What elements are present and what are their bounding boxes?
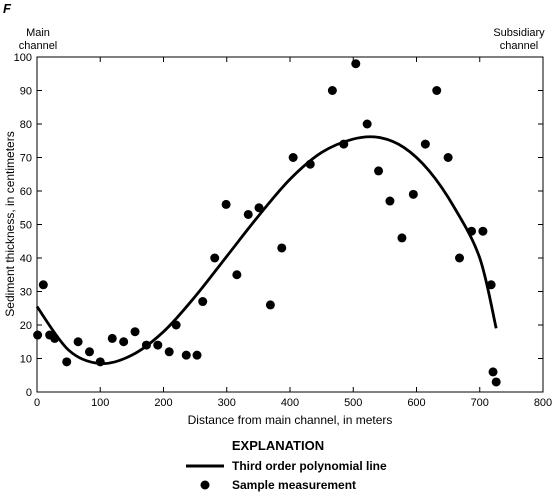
x-tick-label: 300 <box>218 397 236 409</box>
y-tick-label: 50 <box>20 220 32 232</box>
sample-point <box>443 153 453 162</box>
x-tick-label: 600 <box>407 397 425 409</box>
sample-point <box>385 196 395 206</box>
sample-point <box>265 300 275 310</box>
sample-point <box>467 226 477 236</box>
y-tick-label: 0 <box>26 387 32 399</box>
subsidiary-channel-annotation-line2: channel <box>500 40 539 52</box>
x-tick-label: 0 <box>34 397 40 409</box>
sample-point <box>119 337 129 347</box>
sample-point <box>254 203 264 213</box>
sample-point <box>397 233 407 243</box>
sample-point <box>243 209 253 219</box>
sample-point <box>305 159 315 169</box>
legend-marker-swatch <box>200 480 210 490</box>
y-tick-label: 30 <box>20 287 32 299</box>
x-tick-label: 200 <box>154 397 172 409</box>
sample-point <box>420 139 430 149</box>
sample-point <box>50 333 60 343</box>
sample-point <box>374 166 384 176</box>
y-tick-label: 70 <box>20 153 32 165</box>
y-tick-label: 90 <box>20 86 32 98</box>
sample-point <box>221 199 231 209</box>
sample-point <box>171 320 181 330</box>
sample-point <box>478 226 488 236</box>
x-tick-label: 500 <box>344 397 362 409</box>
sample-point <box>432 86 442 95</box>
sample-point <box>327 86 337 95</box>
x-tick-label: 800 <box>534 397 552 409</box>
sample-point <box>164 347 174 357</box>
sample-points <box>33 59 501 387</box>
sample-point <box>488 367 498 377</box>
axes: 0 100 200 300 400 500 600 700 800 0 10 20 30 40 50 60 70… <box>14 52 553 409</box>
sample-point <box>33 330 43 340</box>
y-tick-label: 60 <box>20 186 32 198</box>
sample-point <box>210 253 220 263</box>
x-axis-label: Distance from main channel, in meters <box>188 413 393 427</box>
main-channel-annotation-line2: channel <box>19 40 58 52</box>
main-channel-annotation-line1: Main <box>26 27 50 39</box>
sample-point <box>339 139 349 149</box>
x-tick-label: 100 <box>91 397 109 409</box>
sample-point <box>192 350 202 360</box>
y-axis-label: Sediment thickness, in centimeters <box>3 131 17 316</box>
sample-point <box>73 337 83 347</box>
sample-point <box>130 327 140 337</box>
sample-point <box>181 350 191 360</box>
sample-point <box>198 297 208 307</box>
y-tick-label: 20 <box>20 320 32 332</box>
subsidiary-channel-annotation-line1: Subsidiary <box>493 27 545 39</box>
sample-point <box>408 189 418 199</box>
polynomial-curve <box>35 135 498 366</box>
sample-point <box>277 243 287 253</box>
sample-point <box>351 59 361 69</box>
sample-point <box>62 357 72 367</box>
sample-point <box>362 119 372 129</box>
x-tick-label: 400 <box>281 397 299 409</box>
y-tick-label: 100 <box>14 52 32 64</box>
sample-point <box>153 340 163 350</box>
legend-line-label: Third order polynomial line <box>232 459 387 473</box>
legend-marker-label: Sample measurement <box>232 478 356 492</box>
sample-point <box>38 280 48 290</box>
panel-label: F <box>3 1 12 16</box>
polynomial-line <box>35 135 498 366</box>
sample-point <box>84 347 94 357</box>
y-tick-label: 10 <box>20 354 32 366</box>
y-tick-label: 40 <box>20 253 32 265</box>
legend-heading: EXPLANATION <box>232 438 324 453</box>
sample-point <box>141 340 151 350</box>
sample-point <box>288 153 298 162</box>
y-tick-label: 80 <box>20 119 32 131</box>
sample-point <box>486 280 496 290</box>
sample-point <box>491 377 501 387</box>
sample-point <box>455 253 465 263</box>
x-tick-label: 700 <box>471 397 489 409</box>
sample-point <box>107 333 117 343</box>
sample-point <box>95 357 105 367</box>
sample-point <box>232 270 242 280</box>
legend: EXPLANATION Third order polynomial line … <box>186 438 387 492</box>
